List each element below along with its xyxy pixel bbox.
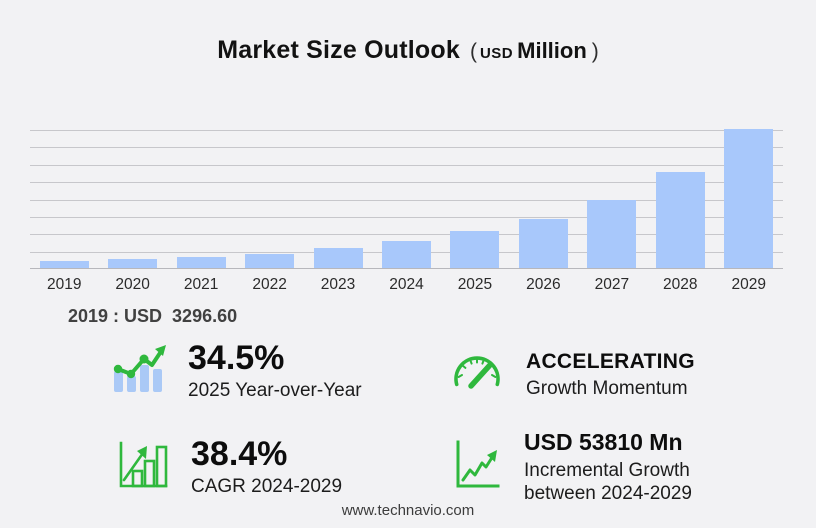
year-label-2026: 2026 xyxy=(526,276,561,293)
yoy-label: 2025 Year-over-Year xyxy=(188,379,362,401)
momentum-value: ACCELERATING xyxy=(526,350,695,374)
bar-slot-2026 xyxy=(509,130,577,268)
bar-slot-2028 xyxy=(646,130,714,268)
year-label-2019: 2019 xyxy=(46,276,82,293)
bar-2026 xyxy=(518,218,568,268)
bar-2023 xyxy=(313,248,363,268)
title-unit-usd: USD xyxy=(479,45,514,62)
title-main: Market Size Outlook xyxy=(217,36,460,64)
bar-2027 xyxy=(587,199,637,268)
year-label-2022: 2022 xyxy=(252,276,287,293)
bar-2029 xyxy=(724,129,774,268)
incremental-label-line2: between 2024-2029 xyxy=(524,482,692,504)
momentum-label: Growth Momentum xyxy=(526,377,688,399)
year-label-2027: 2027 xyxy=(594,276,630,293)
base-year-value-note: 2019 : USD 3296.60 xyxy=(68,306,238,326)
stat-cagr: 38.4% CAGR 2024-2029 xyxy=(115,435,343,498)
bar-slot-2021 xyxy=(167,130,235,268)
stat-incremental-growth: USD 53810 Mn Incremental Growth between … xyxy=(450,429,692,505)
footer-url: www.technavio.com xyxy=(341,502,475,519)
chart-x-axis-labels: 2019 2020 2021 2022 2023 2024 2025 2026 2027 2028… xyxy=(30,276,783,294)
bar-slot-2019 xyxy=(30,130,98,268)
growth-bars-icon xyxy=(115,438,171,497)
year-label-2020: 2020 xyxy=(115,276,150,293)
bar-chart-trend-icon xyxy=(112,344,168,399)
gridline xyxy=(30,234,783,236)
bar-slot-2029 xyxy=(715,129,783,268)
gridline xyxy=(30,216,783,218)
bar-2022 xyxy=(245,254,295,268)
speedometer-icon xyxy=(448,349,506,400)
bar-slot-2020 xyxy=(99,130,167,268)
cagr-value: 38.4% xyxy=(191,435,288,473)
bar-2019 xyxy=(39,261,89,268)
stat-growth-momentum: ACCELERATING Growth Momentum xyxy=(448,349,695,400)
incremental-value: USD 53810 Mn xyxy=(524,429,683,455)
bar-slot-2027 xyxy=(578,130,646,268)
chart-plot xyxy=(30,129,783,269)
year-label-2028: 2028 xyxy=(663,276,698,293)
bars-row xyxy=(30,129,783,268)
page-title: Market Size Outlook (USD Million) xyxy=(0,36,816,65)
cagr-label: CAGR 2024-2029 xyxy=(191,475,343,497)
bar-slot-2024 xyxy=(372,130,440,268)
title-unit-million: Million xyxy=(517,38,587,63)
gridline xyxy=(30,164,783,166)
gridline xyxy=(30,182,783,184)
gridline xyxy=(30,130,783,131)
year-label-2023: 2023 xyxy=(320,276,356,293)
bar-2028 xyxy=(655,171,705,268)
year-label-2024: 2024 xyxy=(389,276,424,293)
bar-slot-2022 xyxy=(236,130,304,268)
yoy-value: 34.5% xyxy=(188,339,285,377)
stat-yoy-growth: 34.5% 2025 Year-over-Year xyxy=(112,339,362,402)
title-paren-close: ) xyxy=(591,40,599,63)
gridline xyxy=(30,147,783,149)
bar-slot-2025 xyxy=(441,130,509,268)
line-growth-icon xyxy=(450,435,504,498)
market-size-bar-chart: 2019 2020 2021 2022 2023 2024 2025 2026 2027 2028… xyxy=(30,129,783,294)
gridline xyxy=(30,199,783,201)
year-label-2021: 2021 xyxy=(183,276,219,293)
year-label-2025: 2025 xyxy=(457,276,493,293)
incremental-label-line1: Incremental Growth xyxy=(524,459,690,481)
bar-2024 xyxy=(381,240,431,268)
year-label-2029: 2029 xyxy=(731,276,766,293)
title-paren-open: ( xyxy=(469,40,477,63)
bar-2021 xyxy=(176,257,226,268)
bar-2020 xyxy=(108,259,158,268)
bar-2025 xyxy=(450,231,500,268)
bar-slot-2023 xyxy=(304,130,372,268)
